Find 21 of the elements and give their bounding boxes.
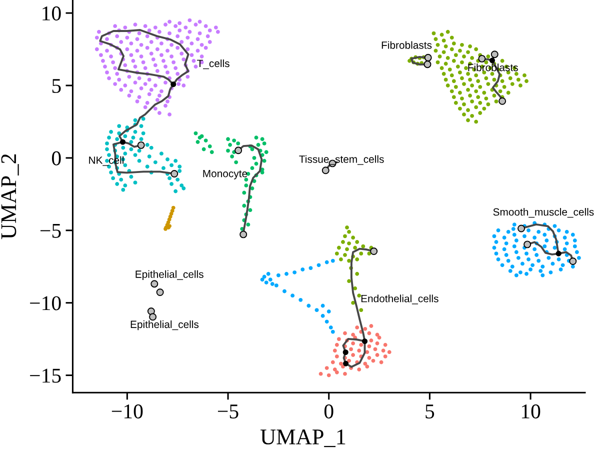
x-tick-label: 0 bbox=[324, 404, 334, 418]
y-tick-label: 0 bbox=[52, 151, 61, 166]
annotation: T_cells bbox=[197, 59, 230, 70]
y-axis-title: UMAP_2 bbox=[1, 154, 19, 240]
annotation: Epithelial_cells bbox=[130, 320, 199, 330]
y-tick-label: 10 bbox=[42, 6, 61, 20]
x-tick-label: −10 bbox=[112, 404, 143, 418]
y-tick-label: −15 bbox=[30, 368, 61, 383]
annotation: Endothelial_cells bbox=[361, 294, 438, 304]
annotation: Monocyte bbox=[203, 170, 248, 180]
annotation: Epithelial_cells bbox=[136, 270, 204, 280]
x-tick-label: 5 bbox=[426, 404, 434, 418]
x-tick-label: −5 bbox=[218, 404, 238, 418]
y-tick-label: −5 bbox=[40, 224, 61, 238]
x-tick-label: 10 bbox=[522, 404, 540, 418]
annotation: Smooth_muscle_cells bbox=[493, 208, 594, 218]
annotation: Tissue_stem_cells bbox=[299, 155, 384, 165]
y-tick-label: 5 bbox=[52, 79, 61, 93]
annotation: Fibroblasts bbox=[382, 41, 432, 49]
y-tick-label: −10 bbox=[30, 296, 61, 310]
x-axis-title: UMAP_1 bbox=[260, 430, 346, 448]
